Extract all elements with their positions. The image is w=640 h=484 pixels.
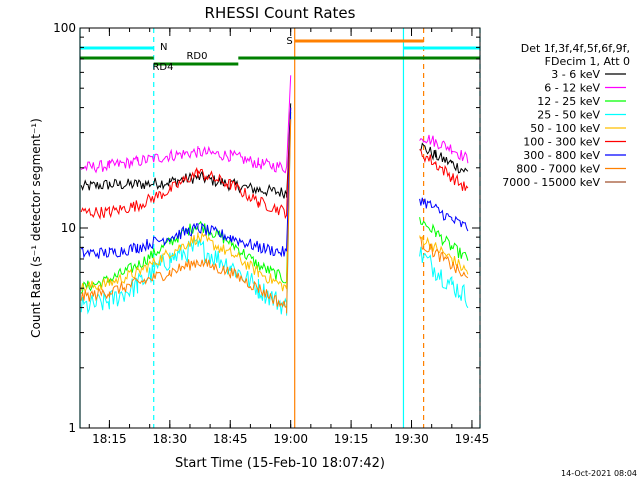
y-tick-label-1: 10 — [61, 221, 76, 235]
legend-label-0: 3 - 6 keV — [551, 68, 600, 81]
series-line-3-b — [419, 246, 469, 309]
legend-label-3: 25 - 50 keV — [537, 109, 600, 122]
series-line-4-a — [80, 111, 292, 293]
x-tick-label-1: 18:30 — [153, 432, 188, 446]
series-line-4-b — [419, 235, 469, 275]
attenuator-label-0: N — [160, 42, 167, 53]
y-axis-label: Count Rate (s⁻¹ detector segment⁻¹) — [29, 118, 43, 338]
chart-marks: N S RD0 RD4 1 10 100 18:15 18:30 18:45 19:00 19:15 1… — [53, 21, 630, 446]
legend-label-4: 50 - 100 keV — [530, 122, 600, 135]
series-line-1-b — [419, 134, 469, 164]
series-line-7-a — [80, 119, 292, 314]
rate-label-rd0: RD0 — [186, 51, 207, 62]
series-line-6-b — [419, 197, 469, 232]
series-line-0-b — [419, 142, 469, 174]
timestamp: 14-Oct-2021 08:04 — [561, 469, 637, 478]
series-line-6-a — [80, 107, 292, 259]
legend-label-2: 12 - 25 keV — [537, 95, 600, 108]
legend-label-1: 6 - 12 keV — [544, 82, 600, 95]
y-tick-label-0: 1 — [68, 421, 76, 435]
legend-label-5: 100 - 300 keV — [523, 136, 600, 149]
x-tick-label-5: 19:30 — [394, 432, 429, 446]
series-line-1-a — [80, 75, 292, 174]
x-tick-label-2: 18:45 — [213, 432, 248, 446]
legend-header-0: Det 1f,3f,4f,5f,6f,9f, — [521, 42, 630, 55]
x-tick-label-3: 19:00 — [273, 432, 308, 446]
plot-frame — [79, 27, 481, 429]
legend-header-1: FDecim 1, Att 0 — [545, 55, 630, 68]
legend-label-8: 7000 - 15000 keV — [502, 176, 600, 189]
series-line-2-b — [419, 217, 469, 261]
series-line-5-b — [419, 149, 469, 191]
legend-label-7: 800 - 7000 keV — [516, 163, 600, 176]
series-line-0-a — [80, 103, 292, 199]
series-line-7-b — [419, 237, 469, 279]
y-tick-label-2: 100 — [53, 21, 76, 35]
chart-title: RHESSI Count Rates — [205, 4, 356, 22]
x-tick-label-6: 19:45 — [455, 432, 490, 446]
series-line-5-a — [80, 107, 292, 220]
legend-label-6: 300 - 800 keV — [523, 149, 600, 162]
x-tick-label-4: 19:15 — [334, 432, 369, 446]
x-tick-label-0: 18:15 — [92, 432, 127, 446]
attenuator-label-1: S — [286, 36, 292, 47]
rate-label-rd4: RD4 — [152, 62, 173, 73]
x-axis-label: Start Time (15-Feb-10 18:07:42) — [175, 456, 385, 471]
